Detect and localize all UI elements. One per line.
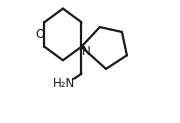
Text: H₂N: H₂N bbox=[53, 77, 75, 90]
Text: N: N bbox=[82, 45, 91, 58]
Text: O: O bbox=[35, 28, 44, 41]
